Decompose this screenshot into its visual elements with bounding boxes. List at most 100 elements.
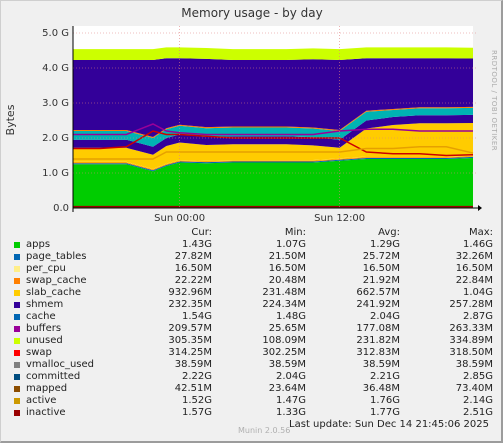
legend-row-vmalloc-used: vmalloc_used 38.59M 38.59M 38.59M 38.59M xyxy=(12,359,493,371)
legend-min-value: 25.65M xyxy=(268,323,306,334)
legend-name: per_cpu xyxy=(26,263,66,274)
legend-min-value: 2.04G xyxy=(275,371,306,382)
legend-avg-value: 1.29G xyxy=(369,239,400,250)
legend-cur-value: 1.57G xyxy=(181,407,212,418)
y-tick-label: 2.0 G xyxy=(42,133,69,144)
legend-name: vmalloc_used xyxy=(26,359,95,370)
legend-swatch xyxy=(14,350,20,356)
y-tick-label: 5.0 G xyxy=(42,28,69,39)
area-unused xyxy=(73,58,473,137)
legend-max-value: 334.89M xyxy=(449,335,493,346)
stack-areas xyxy=(73,47,473,208)
legend-min-value: 21.50M xyxy=(268,251,306,262)
legend-name: inactive xyxy=(26,407,66,418)
y-tick-label: 1.0 G xyxy=(42,168,69,179)
legend-row-unused: unused 305.35M 108.09M 231.82M 334.89M xyxy=(12,335,493,347)
legend-max-value: 318.50M xyxy=(449,347,493,358)
legend-cur-value: 1.43G xyxy=(181,239,212,250)
last-update: Last update: Sun Dec 14 21:45:06 2025 xyxy=(289,419,489,430)
line-committed xyxy=(73,123,473,136)
legend-avg-value: 21.92M xyxy=(362,275,400,286)
legend-avg-value: 177.08M xyxy=(356,323,400,334)
legend-rows: apps 1.43G 1.07G 1.29G 1.46G page_tables 27.82… xyxy=(12,239,493,419)
col-min-header: Min: xyxy=(284,227,306,238)
legend-row-committed: committed 2.22G 2.04G 2.21G 2.85G xyxy=(12,371,493,383)
x-tick-labels: Sun 00:00 Sun 12:00 xyxy=(154,213,365,224)
legend-swatch xyxy=(14,326,20,332)
y-tick-labels: 0.0 1.0 G 2.0 G 3.0 G 4.0 G 5.0 G xyxy=(42,28,69,214)
legend-cur-value: 932.96M xyxy=(168,287,212,298)
legend-swatch xyxy=(14,338,20,344)
legend-min-value: 108.09M xyxy=(262,335,306,346)
y-tick-label: 3.0 G xyxy=(42,98,69,109)
legend-max-value: 22.84M xyxy=(455,275,493,286)
area-cache xyxy=(73,107,473,147)
legend-row-apps: apps 1.43G 1.07G 1.29G 1.46G xyxy=(12,239,493,251)
legend-row-per-cpu: per_cpu 16.50M 16.50M 16.50M 16.50M xyxy=(12,263,493,275)
legend-avg-value: 1.77G xyxy=(369,407,400,418)
legend-swatch xyxy=(14,242,20,248)
legend-row-swap: swap 314.25M 302.25M 312.83M 318.50M xyxy=(12,347,493,359)
legend-swatch xyxy=(14,278,20,284)
legend-swatch xyxy=(14,398,20,404)
legend-swatch xyxy=(14,254,20,260)
legend-swatch xyxy=(14,374,20,380)
area-apps xyxy=(73,157,473,208)
area-per-cpu xyxy=(73,156,473,171)
legend-min-value: 224.34M xyxy=(262,299,306,310)
legend-row-shmem: shmem 232.35M 224.34M 241.92M 257.28M xyxy=(12,299,493,311)
legend-row-page-tables: page_tables 27.82M 21.50M 25.72M 32.26M xyxy=(12,251,493,263)
legend-row-active: active 1.52G 1.47G 1.76G 2.14G xyxy=(12,395,493,407)
legend-max-value: 38.59M xyxy=(455,359,493,370)
grid-lines xyxy=(73,26,478,209)
legend-row-cache: cache 1.54G 1.48G 2.04G 2.87G xyxy=(12,311,493,323)
legend-name: apps xyxy=(26,239,51,250)
col-cur-header: Cur: xyxy=(191,227,212,238)
legend-name: committed xyxy=(26,371,81,382)
legend-max-value: 1.04G xyxy=(462,287,493,298)
legend-cur-value: 314.25M xyxy=(168,347,212,358)
legend-table: Cur: Min: Avg: Max: apps 1.43G 1.07G 1.29G 1… xyxy=(12,227,493,419)
legend-cur-value: 305.35M xyxy=(168,335,212,346)
legend-name: cache xyxy=(26,311,56,322)
y-tick-label: 0.0 xyxy=(53,203,69,214)
area-swap xyxy=(73,47,473,60)
legend-max-value: 263.33M xyxy=(449,323,493,334)
legend-header: Cur: Min: Avg: Max: xyxy=(12,227,493,239)
legend-avg-value: 36.48M xyxy=(362,383,400,394)
legend-cur-value: 2.22G xyxy=(181,371,212,382)
legend-name: mapped xyxy=(26,383,68,394)
legend-min-value: 16.50M xyxy=(268,263,306,274)
legend-min-value: 20.48M xyxy=(268,275,306,286)
legend-min-value: 231.48M xyxy=(262,287,306,298)
legend-min-value: 1.07G xyxy=(275,239,306,250)
legend-swatch xyxy=(14,302,20,308)
area-page-tables xyxy=(73,156,473,172)
memory-chart: Memory usage - by day Bytes RRDTOOL / TO… xyxy=(4,6,498,224)
area-swap-cache xyxy=(73,155,473,170)
legend-max-value: 73.40M xyxy=(455,383,493,394)
legend-cur-value: 1.52G xyxy=(181,395,212,406)
legend-row-swap-cache: swap_cache 22.22M 20.48M 21.92M 22.84M xyxy=(12,275,493,287)
legend-avg-value: 2.21G xyxy=(369,371,400,382)
legend-row-inactive: inactive 1.57G 1.33G 1.77G 2.51G xyxy=(12,407,493,419)
legend-name: shmem xyxy=(26,299,64,310)
legend-name: slab_cache xyxy=(26,287,82,298)
col-avg-header: Avg: xyxy=(378,227,400,238)
legend-name: active xyxy=(26,395,57,406)
legend-name: page_tables xyxy=(26,251,87,262)
legend-swatch xyxy=(14,410,20,416)
legend-swatch xyxy=(14,362,20,368)
legend-avg-value: 662.57M xyxy=(356,287,400,298)
munin-version: Munin 2.0.56 xyxy=(238,426,291,435)
y-tick-label: 4.0 G xyxy=(42,63,69,74)
legend-cur-value: 16.50M xyxy=(174,263,212,274)
chart-title: Memory usage - by day xyxy=(181,6,322,20)
legend-cur-value: 42.51M xyxy=(174,383,212,394)
legend-swatch xyxy=(14,290,20,296)
legend-max-value: 2.87G xyxy=(462,311,493,322)
legend-max-value: 2.51G xyxy=(462,407,493,418)
legend-name: buffers xyxy=(26,323,62,334)
legend-avg-value: 312.83M xyxy=(356,347,400,358)
x-tick-label: Sun 00:00 xyxy=(154,213,205,224)
